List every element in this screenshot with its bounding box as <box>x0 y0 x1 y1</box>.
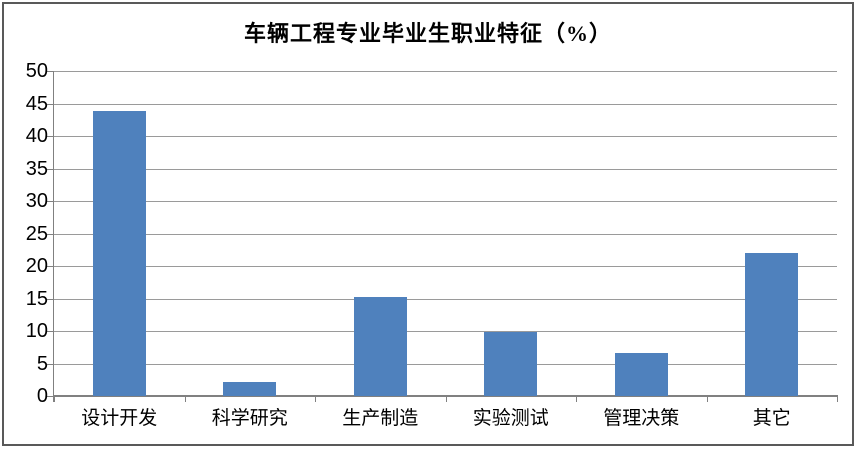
x-axis-tick <box>576 396 577 402</box>
y-tick-label: 0 <box>36 385 48 407</box>
gridline <box>54 103 837 105</box>
y-tick-label: 25 <box>25 222 48 245</box>
y-tick-label: 50 <box>25 60 48 82</box>
y-axis-tick <box>47 266 54 267</box>
chart-title: 车辆工程专业毕业生职业特征（%） <box>243 21 612 46</box>
y-tick-label: 40 <box>25 125 48 147</box>
gridline <box>54 168 837 170</box>
x-category-label: 生产制造 <box>342 408 419 429</box>
y-tick-label: 5 <box>36 352 48 375</box>
chart-frame: 车辆工程专业毕业生职业特征（%） 0 5 10 15 20 25 30 35 40 45 50 设计开… <box>2 2 854 446</box>
y-axis-tick <box>47 103 54 105</box>
x-category-label: 科学研究 <box>211 408 288 429</box>
x-axis-tick <box>445 396 447 402</box>
gridline <box>54 363 837 365</box>
chart-bar <box>614 353 668 396</box>
y-axis-tick <box>47 331 54 332</box>
y-tick-label: 35 <box>25 157 48 180</box>
y-axis-tick <box>47 71 54 72</box>
x-axis-tick <box>315 396 316 402</box>
y-axis-tick <box>47 233 54 235</box>
y-axis-line <box>53 71 54 402</box>
x-axis-tick <box>184 396 186 402</box>
gridline <box>54 136 837 137</box>
y-axis-tick <box>47 298 54 300</box>
gridline <box>54 233 837 235</box>
x-axis-tick <box>706 396 708 402</box>
x-category-label: 实验测试 <box>472 408 549 429</box>
gridline <box>54 201 837 202</box>
x-category-label: 设计开发 <box>81 408 158 429</box>
y-axis-tick <box>47 363 54 365</box>
x-axis-tick <box>54 396 55 402</box>
gridline <box>54 331 837 332</box>
gridline <box>54 298 837 300</box>
gridline <box>54 71 837 72</box>
y-axis-tick <box>47 168 54 170</box>
y-tick-label: 30 <box>25 190 48 212</box>
y-axis-tick <box>47 136 54 137</box>
chart-bar <box>92 111 146 396</box>
gridline <box>54 266 837 267</box>
chart-bar <box>353 296 407 396</box>
y-axis-tick <box>47 396 54 397</box>
chart-bar <box>484 332 538 396</box>
y-axis-tick <box>47 201 54 202</box>
chart-bar <box>745 253 799 396</box>
y-tick-label: 10 <box>25 320 48 342</box>
y-tick-label: 15 <box>25 287 48 310</box>
x-axis-tick <box>837 396 838 402</box>
y-tick-label: 45 <box>25 92 48 115</box>
y-tick-label: 20 <box>25 255 48 277</box>
chart-bar <box>223 381 277 396</box>
x-category-label: 管理决策 <box>603 408 680 429</box>
x-category-label: 其它 <box>752 408 791 429</box>
